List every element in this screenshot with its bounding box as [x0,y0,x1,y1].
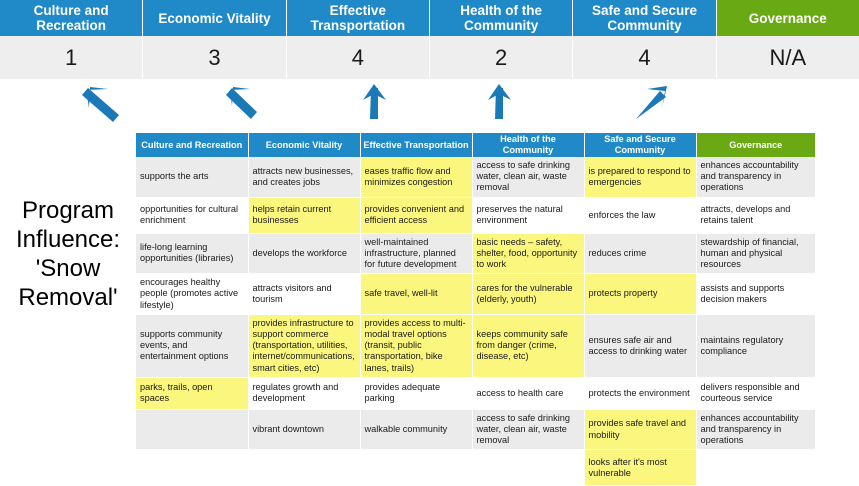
matrix-header-health-of-the-community: Health of the Community [472,133,585,157]
arrow-economic-vitality-icon [226,87,257,119]
matrix-cell: eases traffic flow and minimizes congest… [360,157,473,198]
matrix-cell: cares for the vulnerable (elderly, youth… [472,273,585,315]
matrix-cell: enhances accountability and transparency… [696,157,815,198]
matrix-cell: basic needs – safety, shelter, food, opp… [472,233,585,275]
caption-line-1: Program [21,197,115,224]
matrix-header-culture-and-recreation: Culture and Recreation [136,133,249,157]
table-row: encourages healthy people (promotes acti… [136,273,815,315]
table-row: supports the arts attracts new businesse… [136,157,815,198]
table-row: parks, trails, open spaces regulates gro… [136,377,815,410]
matrix-cell [696,449,815,486]
matrix-cell: access to safe drinking water, clean air… [472,409,585,451]
scorecard-header-culture-and-recreation: Culture and Recreation [0,0,144,36]
matrix-cell: regulates growth and development [248,377,361,410]
matrix-cell: reduces crime [584,233,697,275]
matrix-header-economic-vitality: Economic Vitality [248,133,361,157]
matrix-cell: attracts new businesses, and creates job… [248,157,361,198]
matrix-cell: stewardship of financial, human and phys… [696,233,815,275]
program-influence-matrix: Culture and Recreation Economic Vitality… [136,133,815,486]
table-row: vibrant downtown walkable community acce… [136,409,815,451]
scorecard-header-economic-vitality: Economic Vitality [143,0,287,36]
matrix-cell: preserves the natural environment [472,197,585,234]
matrix-cell: helps retain current businesses [248,197,361,234]
scorecard-value-culture-and-recreation: 1 [0,36,144,79]
matrix-cell: maintains regulatory compliance [696,314,815,378]
caption-line-2: Influence: [15,226,121,253]
matrix-cell: access to health care [472,377,585,410]
scorecard-value-effective-transportation: 4 [286,36,430,79]
matrix-cell: safe travel, well-lit [360,273,473,315]
table-row: looks after it's most vulnerable [136,449,815,486]
program-influence-caption: Program Influence: 'Snow Removal' [4,196,132,312]
arrow-health-of-the-community-icon [488,84,511,119]
matrix-cell [472,449,585,486]
caption-line-4: Removal' [18,284,118,311]
matrix-cell [360,449,473,486]
scorecard-table: Culture and Recreation Economic Vitality… [0,0,859,79]
matrix-cell: access to safe drinking water, clean air… [472,157,585,198]
matrix-header-governance: Governance [696,133,815,157]
scorecard-header-health-of-the-community: Health of the Community [429,0,574,36]
scorecard-value-economic-vitality: 3 [143,36,287,79]
matrix-cell: provides convenient and efficient access [360,197,473,234]
matrix-header-safe-and-secure-community: Safe and Secure Community [584,133,697,157]
matrix-cell: assists and supports decision makers [696,273,815,315]
matrix-cell: provides adequate parking [360,377,473,410]
arrow-culture-and-recreation-icon [82,87,119,122]
matrix-cell: well-maintained infrastructure, planned … [360,233,473,275]
arrow-effective-transportation-icon [363,84,386,119]
scorecard-header-governance: Governance [716,0,859,36]
scorecard-value-governance: N/A [716,36,859,79]
matrix-cell: parks, trails, open spaces [136,377,249,410]
matrix-header-row: Culture and Recreation Economic Vitality… [136,133,815,157]
matrix-cell: life-long learning opportunities (librar… [136,233,249,275]
scorecard-header-row: Culture and Recreation Economic Vitality… [0,0,859,36]
matrix-cell: supports community events, and entertain… [136,314,249,378]
matrix-cell: vibrant downtown [248,409,361,451]
matrix-cell: attracts, develops and retains talent [696,197,815,234]
matrix-cell [136,449,249,486]
matrix-cell: develops the workforce [248,233,361,275]
scorecard-value-health-of-the-community: 2 [429,36,574,79]
table-row: opportunities for cultural enrichment he… [136,197,815,234]
matrix-cell: protects the environment [584,377,697,410]
matrix-cell: encourages healthy people (promotes acti… [136,273,249,315]
matrix-cell: provides access to multi-modal travel op… [360,314,473,378]
matrix-cell: protects property [584,273,697,315]
table-row: supports community events, and entertain… [136,314,815,378]
table-row: life-long learning opportunities (librar… [136,233,815,275]
matrix-cell: provides infrastructure to support comme… [248,314,361,378]
matrix-cell: delivers responsible and courteous servi… [696,377,815,410]
matrix-cell: is prepared to respond to emergencies [584,157,697,198]
scorecard-header-safe-and-secure-community: Safe and Secure Community [573,0,717,36]
scorecard-value-row: 1 3 4 2 4 N/A [0,36,859,79]
matrix-cell [136,409,249,451]
arrow-safe-and-secure-community-icon [636,86,667,119]
matrix-cell: opportunities for cultural enrichment [136,197,249,234]
matrix-cell: keeps community safe from danger (crime,… [472,314,585,378]
matrix-cell: looks after it's most vulnerable [584,449,697,486]
scorecard-header-effective-transportation: Effective Transportation [286,0,430,36]
scorecard-value-safe-and-secure-community: 4 [573,36,717,79]
matrix-cell: attracts visitors and tourism [248,273,361,315]
matrix-cell: ensures safe air and access to drinking … [584,314,697,378]
matrix-cell: supports the arts [136,157,249,198]
matrix-cell: walkable community [360,409,473,451]
caption-line-3: 'Snow [35,255,101,282]
matrix-header-effective-transportation: Effective Transportation [360,133,473,157]
matrix-cell: provides safe travel and mobility [584,409,697,451]
arrow-group [82,84,667,122]
matrix-cell [248,449,361,486]
matrix-cell: enforces the law [584,197,697,234]
matrix-cell: enhances accountability and transparency… [696,409,815,451]
